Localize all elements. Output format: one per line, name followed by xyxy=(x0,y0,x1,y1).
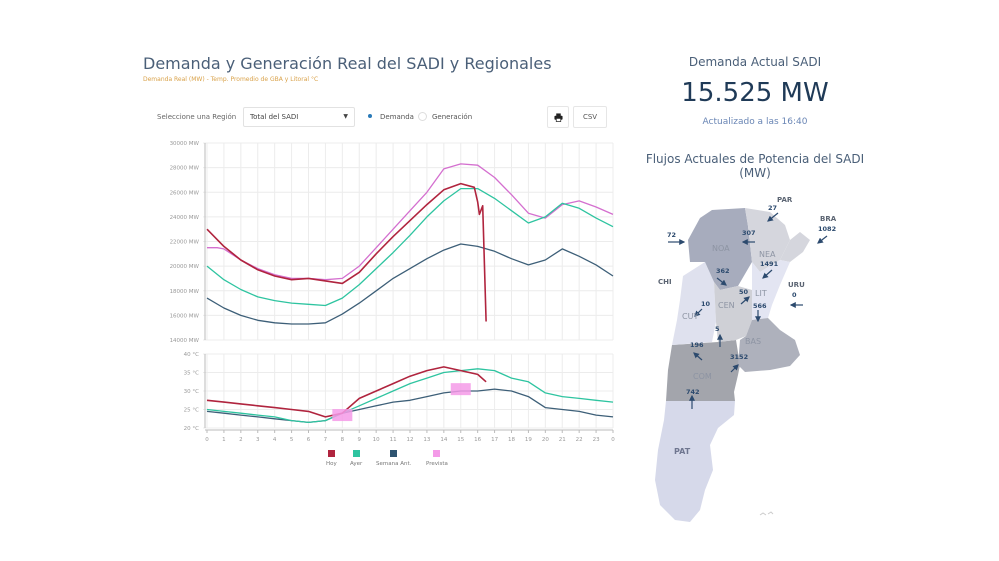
legend-ayer[interactable]: Ayer xyxy=(350,450,362,467)
radio-generacion-dot xyxy=(418,112,427,121)
legend-label-ayer: Ayer xyxy=(350,461,363,467)
region-label-lit: LIT xyxy=(755,289,767,298)
flow-value-lit-bas: 566 xyxy=(753,302,767,310)
flow-value-cuy-cen: 10 xyxy=(701,300,711,308)
region-nea-misiones[interactable] xyxy=(780,232,810,262)
region-label-bas: BAS xyxy=(745,337,762,346)
updated-time: Actualizado a las 16:40 xyxy=(702,117,808,127)
flow-arrow-par xyxy=(767,212,779,222)
region-select-value: Total del SADI xyxy=(250,113,299,121)
flow-arrow-cuy-cen xyxy=(694,308,703,317)
flow-value-cen-com: 5 xyxy=(715,325,720,333)
legend-swatch-prevista xyxy=(433,450,441,457)
legend-label-semana: Semana Ant. xyxy=(376,461,412,467)
flow-value-noa-nea: 307 xyxy=(742,229,756,237)
region-cen[interactable] xyxy=(714,282,752,342)
radio-generacion[interactable]: Generación xyxy=(418,112,472,121)
flow-value-nea-lit: 1491 xyxy=(760,260,779,268)
legend-swatch-ayer xyxy=(352,450,360,457)
radio-generacion-label: Generación xyxy=(432,112,473,121)
printer-icon xyxy=(553,112,563,122)
region-label-com: COM xyxy=(693,372,712,381)
country-label-uru: URU xyxy=(788,281,805,289)
region-lit[interactable] xyxy=(752,260,790,320)
country-label-bra: BRA xyxy=(820,215,837,223)
flow-arrow-bra xyxy=(817,235,828,244)
radio-demanda[interactable]: Demanda xyxy=(366,112,414,121)
flow-value-pat-com: 742 xyxy=(686,388,700,396)
radio-demanda-label: Demanda xyxy=(380,112,414,121)
country-value-chi: 72 xyxy=(667,231,677,239)
region-pat[interactable] xyxy=(655,401,735,522)
region-label-noa: NOA xyxy=(712,244,730,253)
country-label-chi: CHI xyxy=(658,278,672,286)
legend-swatch-hoy xyxy=(327,450,335,457)
region-label-cen: CEN xyxy=(718,301,735,310)
region-label-pat: PAT xyxy=(674,447,691,456)
flow-arrow-noa-cen xyxy=(716,277,727,286)
flow-arrow-com-cuy xyxy=(693,352,703,361)
region-label-nea: NEA xyxy=(759,250,776,259)
flow-arrow-cen-lit xyxy=(740,296,750,305)
region-noa[interactable] xyxy=(688,208,752,290)
flow-value-com-bas: 3152 xyxy=(730,353,749,361)
country-label-par: PAR xyxy=(777,196,793,204)
flow-value-com-cuy: 196 xyxy=(690,341,704,349)
country-value-uru: 0 xyxy=(792,291,797,299)
flow-arrow-nea-lit xyxy=(762,269,773,279)
flow-value-noa-cen: 362 xyxy=(716,267,730,275)
region-select-label: Seleccione una Región xyxy=(157,113,237,121)
caret-down-icon: ▼ xyxy=(343,113,348,120)
region-select[interactable]: Total del SADI ▼ xyxy=(243,107,355,127)
legend-label-hoy: Hoy xyxy=(326,461,337,467)
csv-button[interactable]: CSV xyxy=(573,106,607,128)
legend-semana[interactable]: Semana Ant. xyxy=(376,450,411,467)
flows-title: Flujos Actuales de Potencia del SADI (MW… xyxy=(645,152,865,180)
country-value-bra: 1082 xyxy=(818,225,837,233)
demand-actual-value: 15.525 MW xyxy=(681,78,829,108)
region-label-cuy: CUY xyxy=(682,312,699,321)
print-button[interactable] xyxy=(547,106,569,128)
legend-hoy[interactable]: Hoy xyxy=(326,450,337,467)
legend-prevista[interactable]: Prevista xyxy=(426,450,448,467)
region-com[interactable] xyxy=(666,340,740,401)
page-subtitle: Demanda Real (MW) - Temp. Promedio de GB… xyxy=(143,76,319,83)
page-title: Demanda y Generación Real del SADI y Reg… xyxy=(143,54,552,73)
region-nea[interactable] xyxy=(745,208,790,272)
radio-demanda-dot xyxy=(366,112,375,121)
legend-label-prevista: Prevista xyxy=(426,461,448,467)
region-cuy[interactable] xyxy=(672,262,716,345)
flow-value-cen-lit: 50 xyxy=(739,288,749,296)
legend-swatch-semana xyxy=(390,450,398,457)
flow-arrow-com-bas xyxy=(730,364,739,373)
country-value-par: 27 xyxy=(768,204,778,212)
islands-shape xyxy=(759,511,774,516)
region-bas[interactable] xyxy=(738,318,800,372)
demand-actual-title: Demanda Actual SADI xyxy=(688,55,822,69)
